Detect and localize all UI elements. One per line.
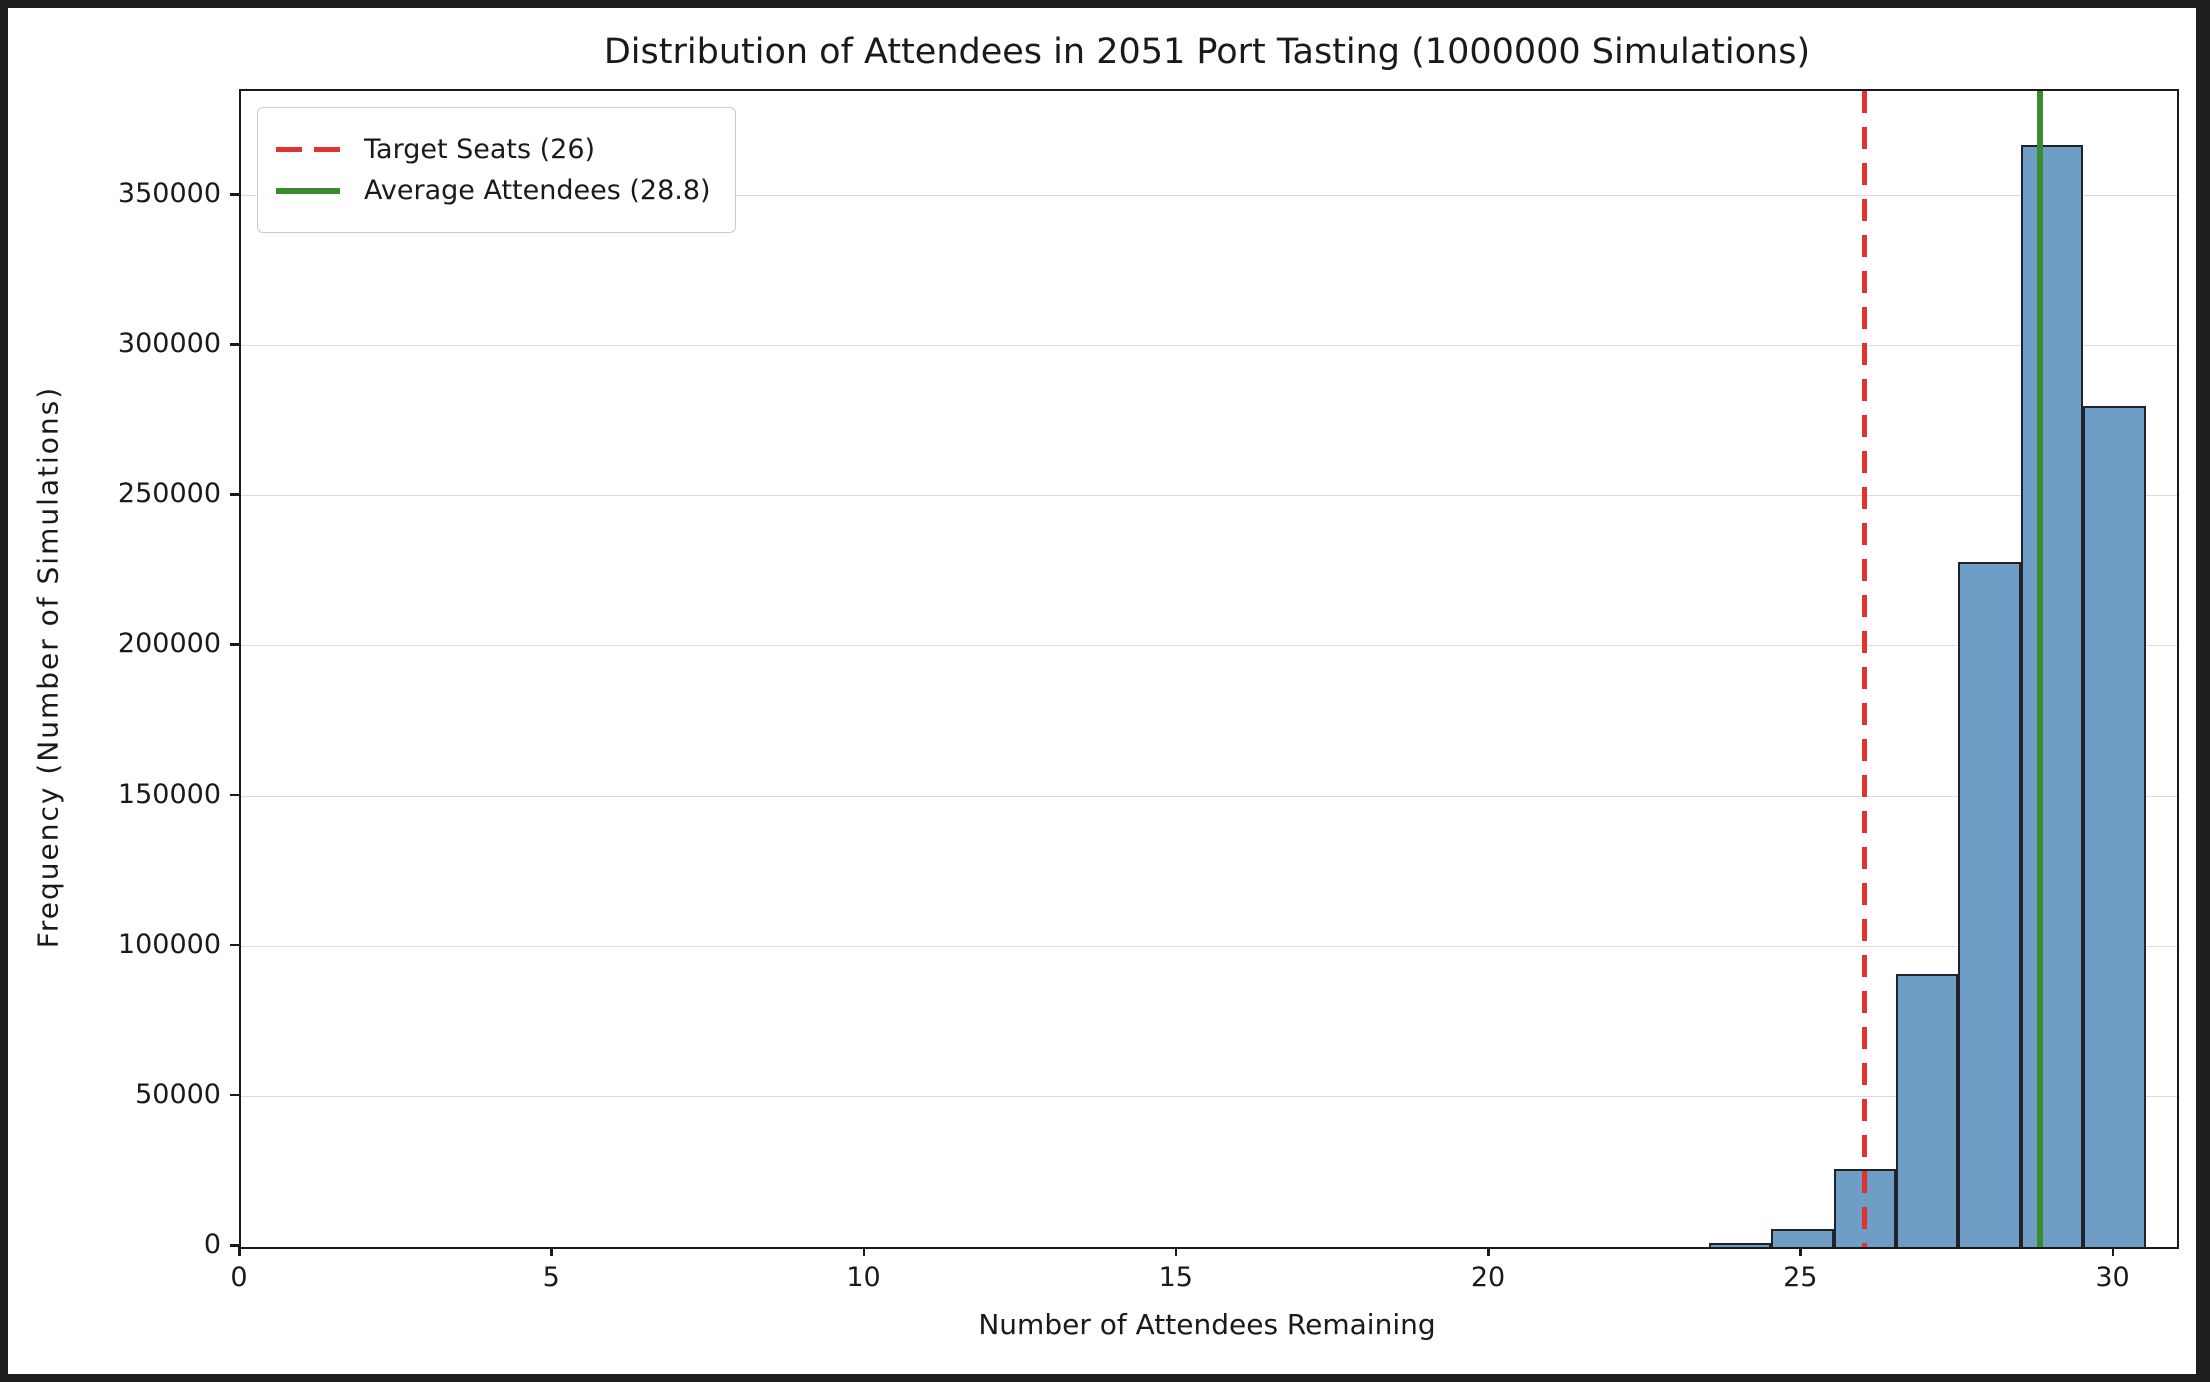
gridline xyxy=(241,195,2177,197)
y-tick-label: 0 xyxy=(203,1229,221,1260)
histogram-bar xyxy=(1771,1229,1834,1247)
y-tick-label: 50000 xyxy=(135,1078,221,1110)
y-tick-mark xyxy=(230,1244,239,1247)
x-tick-mark xyxy=(2111,1247,2115,1256)
gridline xyxy=(241,645,2177,647)
gridline xyxy=(241,495,2177,497)
target-seats-line xyxy=(1862,91,1868,1247)
legend-item: Average Attendees (28.8) xyxy=(276,175,711,206)
gridline xyxy=(241,1095,2177,1097)
y-tick-mark xyxy=(230,943,239,947)
y-tick-label: 250000 xyxy=(117,478,221,510)
x-tick-mark xyxy=(238,1247,241,1256)
x-tick-mark xyxy=(550,1247,553,1256)
legend-item-label: Average Attendees (28.8) xyxy=(364,175,711,206)
gridline xyxy=(241,795,2177,797)
histogram-bar xyxy=(1708,1242,1772,1247)
x-tick-label: 5 xyxy=(542,1262,560,1293)
y-tick-mark xyxy=(230,643,239,646)
legend-items: Target Seats (26) Average Attendees (28.8… xyxy=(276,134,711,206)
legend-item: Target Seats (26) xyxy=(276,134,711,165)
legend-item-label: Target Seats (26) xyxy=(364,134,596,165)
histogram-bar xyxy=(2020,145,2084,1247)
histogram-bar xyxy=(1895,973,1959,1247)
y-tick-mark xyxy=(230,193,239,196)
x-tick-label: 25 xyxy=(1783,1262,1818,1293)
y-tick-mark xyxy=(230,1093,239,1097)
x-tick-label: 0 xyxy=(230,1262,248,1293)
gridline xyxy=(241,345,2177,347)
average-attendees-line xyxy=(2036,91,2043,1247)
y-tick-mark xyxy=(230,793,239,797)
x-tick-mark xyxy=(1799,1247,1802,1256)
plot-area: Target Seats (26) Average Attendees (28.8… xyxy=(239,89,2179,1249)
legend: Target Seats (26) Average Attendees (28.8… xyxy=(257,107,736,233)
gridline xyxy=(241,945,2177,947)
solid-line-swatch-icon xyxy=(276,187,340,194)
y-axis-label: Frequency (Number of Simulations) xyxy=(31,385,65,949)
y-tick-label: 150000 xyxy=(117,778,221,810)
histogram-bar xyxy=(1958,562,2021,1247)
dashed-line-swatch-icon xyxy=(276,147,340,152)
y-tick-mark xyxy=(230,493,239,496)
x-tick-label: 15 xyxy=(1158,1262,1193,1293)
x-tick-label: 20 xyxy=(1470,1262,1506,1293)
y-tick-label: 300000 xyxy=(117,328,221,360)
y-tick-label: 100000 xyxy=(117,928,221,960)
chart-figure: Distribution of Attendees in 2051 Port T… xyxy=(8,8,2196,1374)
chart-title: Distribution of Attendees in 2051 Port T… xyxy=(603,32,1811,72)
x-tick-mark xyxy=(862,1247,866,1256)
x-tick-label: 30 xyxy=(2095,1262,2130,1293)
y-tick-label: 200000 xyxy=(117,628,221,660)
y-tick-label: 350000 xyxy=(117,178,221,210)
x-tick-mark xyxy=(1174,1247,1178,1256)
x-tick-mark xyxy=(1487,1247,1490,1256)
histogram-bar xyxy=(2083,406,2146,1247)
x-axis-label: Number of Attendees Remaining xyxy=(978,1308,1436,1341)
y-tick-mark xyxy=(230,343,239,346)
x-tick-label: 10 xyxy=(846,1262,881,1293)
